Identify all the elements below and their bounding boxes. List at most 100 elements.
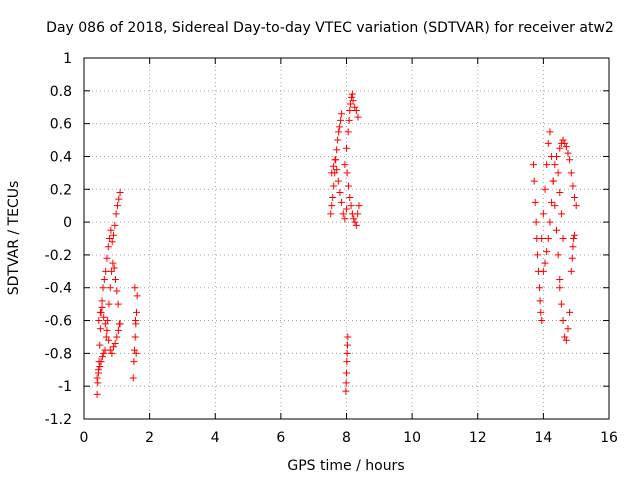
data-point [569,243,577,251]
data-point [344,128,352,136]
data-point [106,284,114,292]
data-point [543,161,551,169]
data-point [343,144,350,152]
data-point [329,162,337,170]
data-point [345,116,353,124]
data-point [105,336,113,344]
data-point [548,198,556,206]
data-point [100,349,108,357]
x-tick-labels: 0 2 4 6 8 10 12 14 16 [80,430,618,446]
data-point [569,182,577,190]
data-point [571,193,579,201]
data-point [343,169,351,177]
data-point [338,110,346,118]
data-points [93,90,580,398]
x-tick-label: 0 [80,430,89,446]
data-point [98,303,106,311]
data-point [112,276,119,284]
data-point [111,221,119,229]
data-point [541,185,549,193]
data-point [106,346,114,354]
data-point [335,128,343,136]
data-point [531,198,539,206]
data-point [567,169,575,177]
data-point [333,146,341,154]
data-point [96,362,104,370]
data-point [341,161,349,169]
y-tick-label: -1.2 [45,412,72,428]
data-point [557,210,565,218]
series-track-k [538,128,564,284]
data-point [96,341,104,349]
data-point [97,358,105,366]
data-point [567,267,575,275]
data-point [551,202,559,210]
data-point [530,177,538,185]
data-point [341,215,349,223]
data-point [556,284,564,292]
y-tick-label: 0.6 [50,117,72,133]
data-point [94,379,102,387]
data-point [348,90,356,98]
data-point [538,235,546,242]
series-track-m [556,136,580,210]
data-point [108,349,116,357]
y-tick-label: 0 [63,215,72,231]
data-point [571,231,579,239]
y-tick-label: 1 [63,51,72,67]
data-point [347,93,355,101]
data-point [554,251,562,259]
x-axis-label: GPS time / hours [287,458,404,474]
data-point [330,182,338,190]
data-point [343,369,350,377]
data-point [343,205,350,213]
data-point [328,169,336,177]
data-point [543,248,551,256]
grid [84,58,609,419]
data-point [98,353,106,361]
y-tick-labels: -1.2 -1 -0.8 -0.6 -0.4 -0.2 0 0.2 0.4 0.6 0.8 1 [45,51,72,428]
series-track-j [530,161,546,325]
data-point [329,193,337,201]
data-point [327,210,335,218]
data-point [131,333,139,341]
data-point [553,226,560,234]
data-point [349,97,357,105]
data-point [564,325,572,333]
data-point [132,349,140,357]
data-point [100,313,108,321]
data-point [99,284,107,292]
x-tick-label: 16 [600,430,618,446]
data-point [352,107,360,115]
y-tick-label: -1 [58,379,72,395]
data-point [102,267,110,275]
data-point [104,243,112,251]
data-point [559,136,567,144]
data-point [562,143,570,151]
data-point [131,284,139,292]
data-point [110,231,118,239]
data-point [535,284,543,292]
data-point [559,235,567,242]
data-point [561,333,569,341]
data-point [94,366,102,374]
data-point [96,325,104,333]
data-point [133,308,140,316]
data-point [334,136,342,144]
chart-title: Day 086 of 2018, Sidereal Day-to-day VTE… [46,20,614,36]
data-point [539,210,547,218]
data-point [530,161,538,169]
data-point [116,189,124,197]
data-point [355,202,363,210]
x-tick-label: 10 [403,430,421,446]
series-track-d [129,284,141,382]
data-point [562,336,570,344]
series-track-e [327,110,346,218]
data-point [93,390,101,398]
data-point [110,343,118,351]
series-track-i [342,333,352,395]
data-point [101,320,109,328]
data-point [109,259,117,267]
data-point [338,198,346,206]
data-point [556,189,564,197]
